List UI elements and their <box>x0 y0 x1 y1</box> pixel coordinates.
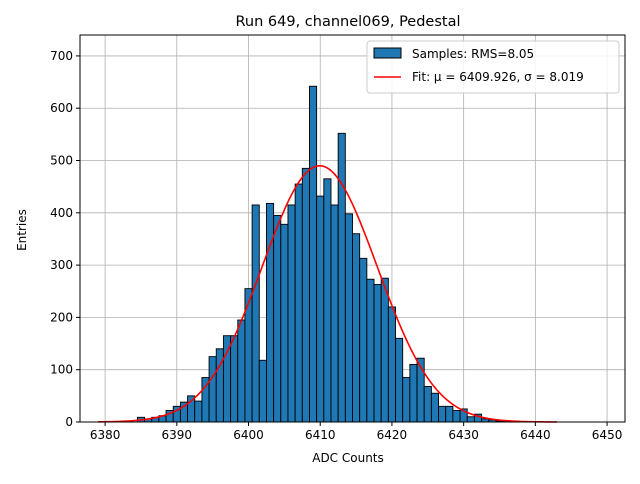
histogram-bar <box>445 405 454 423</box>
histogram-bar <box>258 359 267 423</box>
y-axis-label: Entries <box>15 209 29 251</box>
histogram-bar <box>387 306 396 423</box>
histogram-bar <box>395 337 404 423</box>
histogram-bar <box>208 356 217 423</box>
x-tick-label: 6380 <box>90 428 121 442</box>
x-tick-label: 6450 <box>592 428 623 442</box>
histogram-bar <box>280 223 289 423</box>
x-tick-label: 6430 <box>448 428 479 442</box>
plot-frame <box>79 34 626 423</box>
histogram-bar <box>402 377 411 423</box>
histogram-bar <box>309 85 318 423</box>
y-tick-label: 0 <box>65 415 73 429</box>
x-tick-label: 6410 <box>305 428 336 442</box>
y-tick-label: 200 <box>50 310 73 324</box>
histogram-bar <box>430 392 440 423</box>
histogram-bar <box>251 204 260 423</box>
histogram-bar <box>359 257 368 423</box>
legend-label-fit: Fit: μ = 6409.926, σ = 8.019 <box>412 70 584 84</box>
x-axis: 6380 6390 6400 6410 6420 6430 6440 6450 <box>90 422 623 442</box>
y-tick-label: 400 <box>50 206 73 220</box>
histogram-bar <box>373 284 382 423</box>
histogram-bar <box>344 213 353 423</box>
histogram-bar <box>316 195 325 423</box>
legend-swatch-histogram <box>373 47 402 59</box>
histogram-bar <box>380 277 389 423</box>
histogram-bars <box>136 85 511 423</box>
legend: Samples: RMS=8.05 Fit: μ = 6409.926, σ =… <box>366 40 620 94</box>
histogram-bar <box>287 204 296 423</box>
histogram-bar <box>366 278 375 423</box>
histogram-bar <box>330 204 339 423</box>
histogram-bar <box>337 132 346 423</box>
y-tick-label: 500 <box>50 154 73 168</box>
x-axis-label: ADC Counts <box>312 451 384 465</box>
y-tick-label: 100 <box>50 363 73 377</box>
legend-label-histogram: Samples: RMS=8.05 <box>412 47 534 61</box>
histogram-bar <box>301 167 310 423</box>
histogram-bar <box>352 233 361 423</box>
x-tick-label: 6400 <box>233 428 264 442</box>
histogram-bar <box>409 364 418 423</box>
x-tick-label: 6440 <box>520 428 551 442</box>
y-tick-label: 600 <box>50 101 73 115</box>
gaussian-fit <box>97 164 557 423</box>
x-tick-label: 6390 <box>162 428 193 442</box>
histogram-bar <box>294 183 303 423</box>
legend-box <box>366 40 620 94</box>
x-tick-label: 6420 <box>377 428 408 442</box>
histogram-bar <box>237 319 246 423</box>
histogram-bar <box>323 178 332 423</box>
histogram-bar <box>230 335 239 423</box>
chart-title: Run 649, channel069, Pedestal <box>235 14 460 30</box>
histogram-bar <box>194 400 203 423</box>
histogram-bar <box>273 214 282 423</box>
histogram-bar <box>423 385 432 423</box>
y-tick-label: 700 <box>50 49 73 63</box>
y-axis: 0 100 200 300 400 500 600 700 <box>50 49 80 429</box>
histogram-bar <box>466 416 475 423</box>
y-tick-label: 300 <box>50 258 73 272</box>
gaussian-fit-line <box>97 164 557 423</box>
histogram-bar <box>265 202 275 423</box>
histogram-bar <box>452 410 461 423</box>
histogram-bar <box>438 405 447 423</box>
